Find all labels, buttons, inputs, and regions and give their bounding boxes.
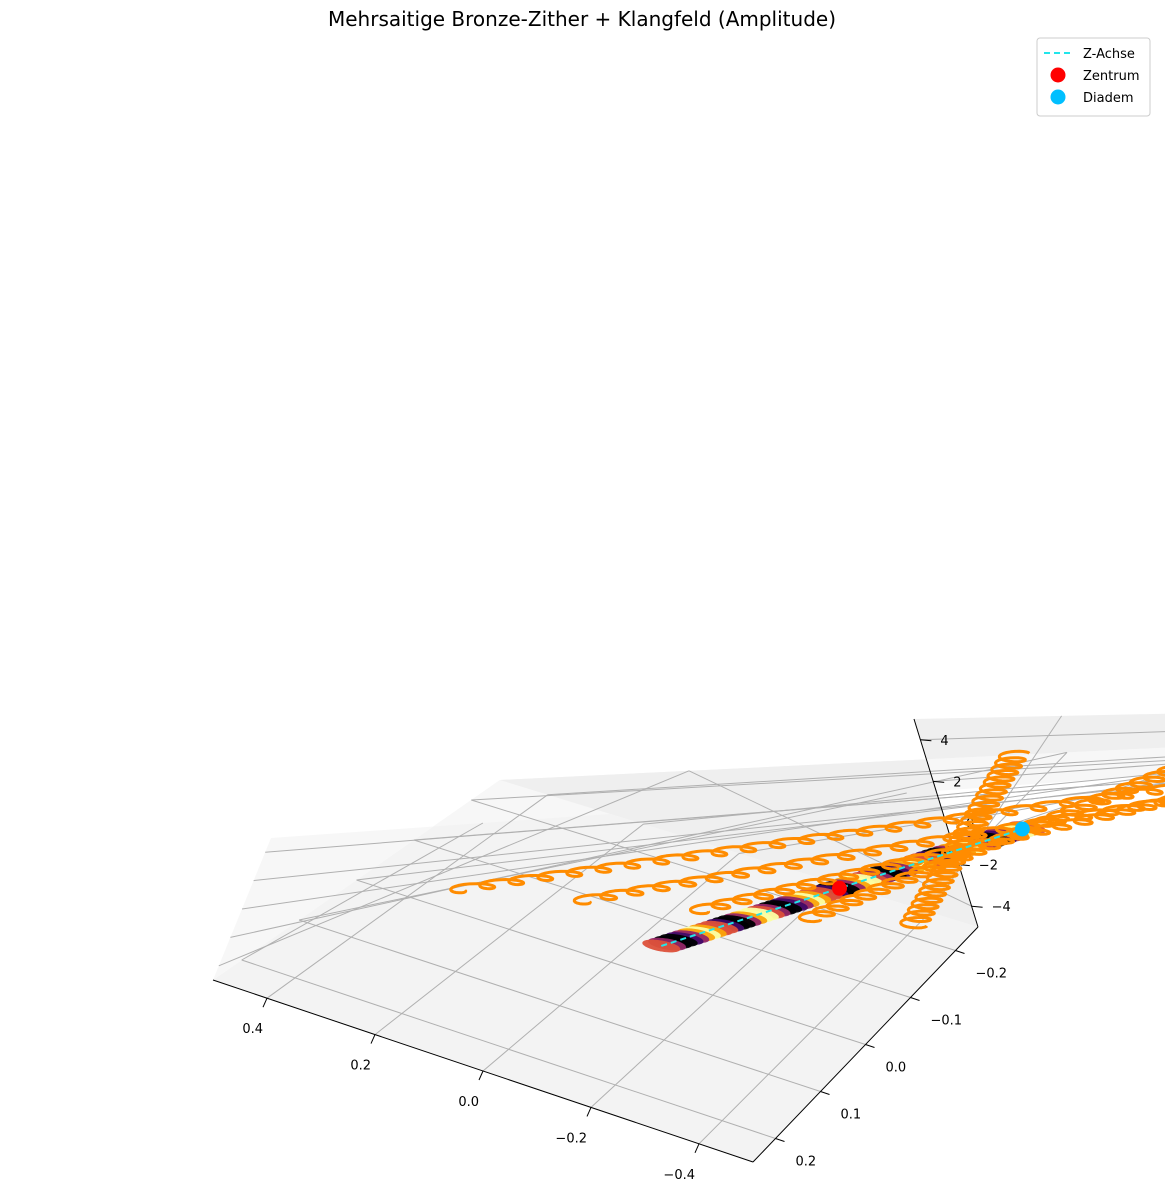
chart-title: Mehrsaitige Bronze-Zither + Klangfeld (A… [328,7,836,31]
z-tick [971,905,983,908]
legend-label: Zentrum [1083,69,1140,84]
z-tick [920,739,932,742]
point-zentrum [832,880,847,896]
z-tick-label: 4 [940,734,948,749]
z-tick-label: −2 [979,859,998,874]
grid-line-x [738,783,1165,854]
x-tick [694,1143,700,1154]
x-tick-label: −0.2 [555,1131,587,1146]
x-tick [478,1070,484,1081]
x-tick-label: 0.2 [350,1059,371,1074]
legend-label: Diadem [1083,91,1134,106]
y-tick [910,997,920,1001]
grid-line-y [471,760,1165,801]
x-tick-label: 0.0 [458,1095,479,1110]
grid-line-y [413,839,911,998]
y-tick-label: −0.1 [931,1014,963,1029]
zither-strings [449,749,1165,930]
x-tick [370,1034,376,1044]
zither-string-5 [899,749,1031,930]
y-tick [820,1091,830,1095]
y-tick-label: 0.0 [886,1061,907,1076]
grid-line-x [547,756,1165,796]
x-tick-label: −0.4 [663,1168,695,1183]
grid-line-z [241,774,1165,910]
y-tick [955,950,965,954]
grid-line-z [230,751,1068,938]
tick-labels: 0.40.20.0−0.2−0.4−0.2−0.10.00.10.2420−2−… [242,734,1010,1183]
marker-points [832,821,1030,896]
x-tick [262,997,268,1008]
x-tick-label: 0.4 [242,1022,263,1037]
grid-line-z [933,763,1165,782]
grid-line-y [298,919,821,1092]
x-tick [586,1107,592,1117]
grid-line-z [218,770,690,967]
point-diadem [1014,821,1030,837]
grid-lines [218,715,1165,1145]
legend-swatch [1050,89,1066,105]
grid-line-z [945,783,1165,824]
grid-line-y [356,879,866,1045]
back-pane [500,713,1165,927]
grid-line-z [920,731,1165,741]
legend-label: Z-Achse [1083,47,1135,62]
y-tick [865,1044,875,1048]
legend: Z-Achse Zentrum Diadem [1036,37,1151,117]
grid-line-y [241,959,776,1139]
legend-swatch [1050,67,1066,83]
floor-pane [213,780,978,1162]
y-tick-label: 0.1 [841,1108,862,1123]
y-tick [775,1138,785,1142]
z-tick-label: 2 [953,775,961,790]
grid-line-z [265,779,1165,853]
y-tick-label: −0.2 [976,967,1008,982]
y-tick-label: 0.2 [796,1155,817,1170]
grid-line-z [253,784,1165,882]
z-tick [933,780,945,783]
z-tick-label: −4 [992,900,1011,915]
